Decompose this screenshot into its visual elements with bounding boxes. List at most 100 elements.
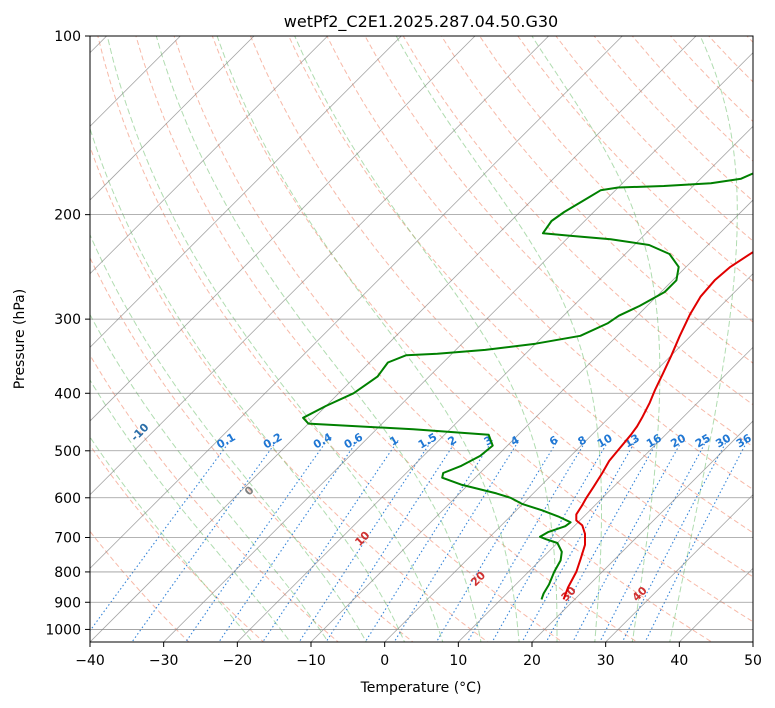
mixing-ratio-line [131,439,278,642]
mixing-ratio-label: 1 [387,433,400,448]
dry-adiabat-line [669,36,753,123]
isotherm-line [310,199,753,642]
x-tick-label: 0 [380,653,389,669]
moist-adiabat-line [90,379,291,642]
mixing-ratio-line [364,440,493,642]
x-tick-label: −40 [75,653,105,669]
dry-adiabat-line [90,354,339,642]
isotherm-line [90,36,623,569]
mixing-ratio-label: 25 [693,432,713,451]
moist-adiabat-line [90,436,254,642]
isotherm-line [236,125,753,642]
dry-adiabat-line [631,36,753,162]
dry-adiabat-line [326,36,753,491]
chart-title: wetPf2_C2E1.2025.287.04.50.G30 [284,12,558,32]
x-tick-label: −30 [149,653,179,669]
y-axis-label: Pressure (hPa) [12,289,28,389]
dry-adiabat-label: -20 [0,248,3,271]
mixing-ratio-label: 30 [713,431,733,450]
dry-adiabat-line [135,36,638,642]
dry-adiabat-line [517,36,753,283]
mixing-ratio-label: 2 [446,433,459,448]
mixing-ratio-label: 1.5 [416,430,439,451]
mixing-ratio-label: 0.2 [261,430,284,451]
data-series [302,172,753,600]
isotherm-line [90,36,402,348]
dry-adiabat-line [97,36,564,642]
mixing-ratio-line [325,439,457,642]
dry-adiabat-line [90,444,265,642]
x-tick-label: 30 [597,653,615,669]
dry-adiabat-line [173,36,713,642]
x-axis-label: Temperature (°C) [360,680,482,696]
mixing-ratio-line [466,440,587,642]
y-tick-label: 300 [54,312,81,328]
moist-adiabat-line [106,36,444,642]
mixing-ratio-label: 4 [508,433,521,448]
isotherm-line [90,36,181,127]
dry-adiabat-line [593,36,753,202]
y-tick-label: 200 [54,208,81,224]
mixing-ratio-line [435,440,559,642]
temperature-line [562,251,753,600]
mixing-ratio-line [491,440,610,642]
dry-adiabat-line [211,36,753,623]
dry-adiabat-line [440,36,753,364]
mixing-ratio-line [621,440,728,642]
x-tick-label: −10 [296,653,326,669]
y-tick-label: 400 [54,386,81,402]
dry-adiabat-line [759,9,775,654]
isotherm-line [0,9,60,654]
mixing-ratio-line [545,440,659,642]
dry-adiabat-line [90,145,489,642]
moist-adiabat-line [90,127,406,642]
isotherm-line [90,36,697,642]
x-tick-label: −20 [223,653,253,669]
mixing-ratio-label: 0.6 [342,430,366,451]
mixing-ratio-line [644,440,749,642]
isotherm-line [90,36,329,275]
isotherm-line [90,36,550,496]
mixing-ratio-line [599,440,708,642]
dry-adiabat-line [364,36,753,448]
isotherm-line [457,346,753,642]
axes: −40 −30 −20 −10 0 10 20 30 40 5010020030040050060… [45,29,762,669]
mixing-ratio-line [572,440,683,642]
y-tick-label: 700 [54,531,81,547]
x-tick-label: 40 [670,653,688,669]
grid-lines [0,9,753,654]
y-tick-label: 800 [54,565,81,581]
moist-adiabat-line [395,36,602,642]
moist-adiabat-line [531,36,661,642]
isotherm-line [752,641,753,642]
isotherm-line [163,52,753,642]
mixing-ratio-label: 0.4 [311,430,335,451]
x-tick-label: 20 [523,653,541,669]
mixing-ratio-line [521,440,637,642]
dry-adiabat-line [90,256,414,642]
dry-adiabat-line [708,36,753,83]
y-tick-label: 1000 [45,622,81,638]
isotherm-line [605,494,753,642]
y-tick-label: 100 [54,29,81,45]
dewpoint-line [302,172,753,600]
mixing-ratio-label: 8 [576,433,589,448]
mixing-ratio-line [262,439,399,642]
mixing-ratio-line [90,439,232,632]
dry-adiabat-line [90,530,190,642]
moist-adiabat-line [669,36,738,642]
isotherm-line [678,567,753,642]
plot-frame [89,35,754,643]
mixing-ratio-label: 36 [734,431,754,450]
dry-adiabat-line [479,36,753,323]
isotherm-line [90,36,476,422]
isotherm-line [384,273,753,642]
y-tick-label: 500 [54,444,81,460]
isotherm-line [531,420,753,642]
moist-adiabat-line [90,233,367,642]
moist-adiabat-line [90,313,329,642]
dry-adiabat-line [746,36,753,43]
mixing-ratio-label: 20 [668,431,688,450]
